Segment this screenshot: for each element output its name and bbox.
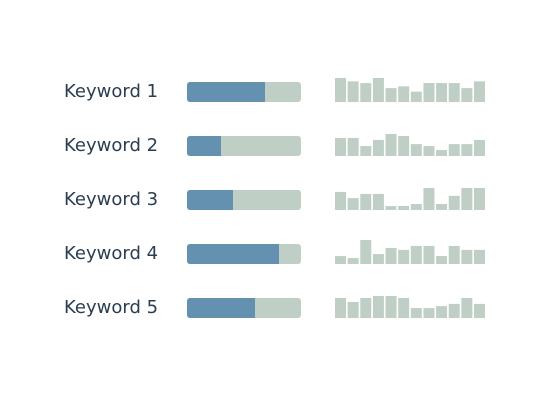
keyword-row: Keyword 3 xyxy=(0,187,555,213)
trend-bar xyxy=(372,139,384,156)
trend-bar xyxy=(461,144,473,156)
trend-bar xyxy=(436,83,448,102)
trend-bar xyxy=(335,191,346,210)
trend-bar xyxy=(360,240,372,264)
trend-bar xyxy=(385,247,397,264)
trend-sparkline xyxy=(335,295,485,318)
progress-bar-fill xyxy=(187,244,279,264)
progress-bar-track xyxy=(187,136,301,156)
keyword-row: Keyword 5 xyxy=(0,295,555,321)
keyword-row: Keyword 2 xyxy=(0,133,555,159)
keyword-label: Keyword 4 xyxy=(64,243,159,264)
trend-bar xyxy=(335,137,346,156)
trend-bar xyxy=(372,193,384,210)
progress-bar-fill xyxy=(187,136,221,156)
trend-bar xyxy=(372,78,384,102)
trend-bar xyxy=(385,295,397,318)
keyword-row: Keyword 4 xyxy=(0,240,555,267)
progress-bar-fill xyxy=(187,82,265,102)
trend-bar xyxy=(436,256,448,264)
trend-bar xyxy=(474,139,485,156)
trend-bar xyxy=(398,86,410,102)
trend-bar xyxy=(448,303,460,318)
trend-bar xyxy=(423,308,435,318)
trend-bar xyxy=(410,245,422,264)
progress-bar-fill xyxy=(187,298,255,318)
trend-sparkline xyxy=(335,133,485,156)
keyword-label: Keyword 1 xyxy=(64,81,159,102)
keyword-label: Keyword 2 xyxy=(64,135,159,156)
trend-bar xyxy=(448,195,460,210)
trend-sparkline xyxy=(335,240,485,264)
trend-bar xyxy=(335,256,346,264)
trend-bar xyxy=(398,135,410,156)
trend-bar xyxy=(448,245,460,264)
trend-sparkline xyxy=(335,78,485,102)
trend-bar xyxy=(372,295,384,318)
trend-bar xyxy=(461,88,473,102)
trend-bar xyxy=(347,258,359,264)
trend-bar xyxy=(474,303,485,318)
trend-bar xyxy=(335,297,346,318)
trend-bar xyxy=(360,83,372,102)
progress-bar-track xyxy=(187,82,301,102)
trend-bar xyxy=(398,206,410,210)
trend-bar xyxy=(335,78,346,102)
trend-bar xyxy=(436,306,448,318)
trend-bar xyxy=(347,137,359,156)
trend-bar xyxy=(461,187,473,210)
keyword-row: Keyword 1 xyxy=(0,78,555,105)
progress-bar-track xyxy=(187,244,301,264)
trend-bar xyxy=(461,297,473,318)
trend-sparkline xyxy=(335,187,485,210)
trend-bar xyxy=(410,204,422,210)
trend-bar xyxy=(385,133,397,156)
trend-bar xyxy=(423,245,435,264)
trend-bar xyxy=(423,83,435,102)
trend-bar xyxy=(474,187,485,210)
trend-bar xyxy=(410,308,422,318)
trend-bar xyxy=(398,297,410,318)
trend-bar xyxy=(398,249,410,264)
trend-bar xyxy=(423,146,435,156)
trend-bar xyxy=(474,249,485,264)
trend-bar xyxy=(436,204,448,210)
trend-bar xyxy=(461,249,473,264)
trend-bar xyxy=(372,254,384,264)
trend-bar xyxy=(410,144,422,156)
trend-bar xyxy=(474,81,485,102)
trend-bar xyxy=(423,187,435,210)
trend-bar xyxy=(410,91,422,102)
progress-bar-track xyxy=(187,298,301,318)
trend-bar xyxy=(360,146,372,156)
trend-bar xyxy=(448,144,460,156)
trend-bar xyxy=(347,301,359,318)
trend-bar xyxy=(385,206,397,210)
trend-bar xyxy=(347,81,359,102)
progress-bar-track xyxy=(187,190,301,210)
keyword-label: Keyword 3 xyxy=(64,189,159,210)
trend-bar xyxy=(436,150,448,156)
keyword-label: Keyword 5 xyxy=(64,297,159,318)
trend-bar xyxy=(360,297,372,318)
progress-bar-fill xyxy=(187,190,233,210)
trend-bar xyxy=(347,198,359,210)
trend-bar xyxy=(385,88,397,102)
trend-bar xyxy=(448,83,460,102)
trend-bar xyxy=(360,193,372,210)
